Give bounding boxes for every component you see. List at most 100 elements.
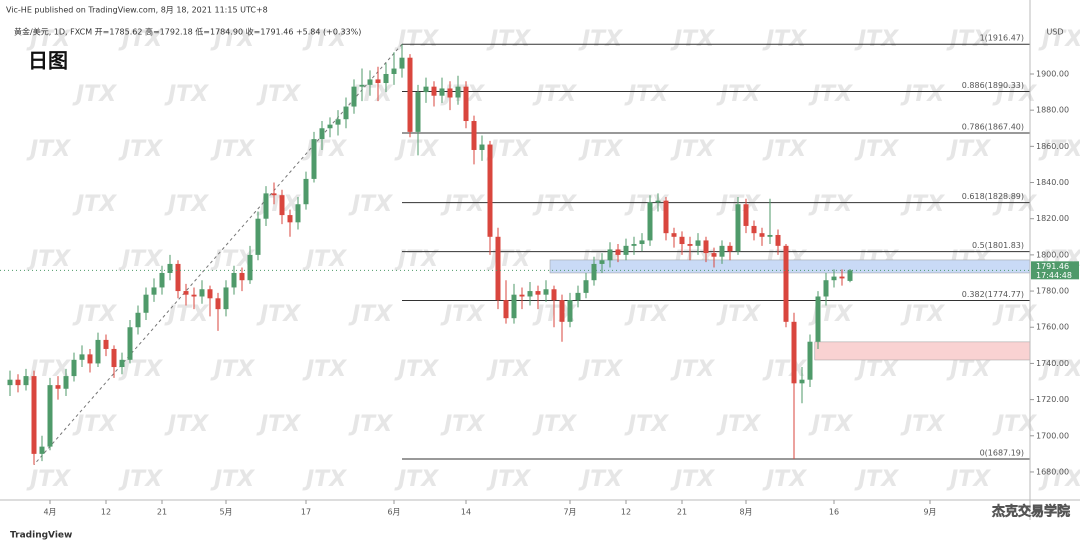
watermark: JTX bbox=[210, 27, 255, 52]
candle-body bbox=[191, 294, 197, 297]
candle-body bbox=[775, 234, 781, 246]
last-price-box bbox=[1031, 261, 1079, 280]
candle-body bbox=[119, 359, 125, 368]
candle-body bbox=[55, 385, 61, 389]
candle-body bbox=[383, 73, 389, 84]
watermark: JTX bbox=[900, 192, 945, 217]
watermark: JTX bbox=[26, 247, 71, 272]
watermark: JTX bbox=[946, 137, 991, 162]
candle-body bbox=[607, 249, 613, 261]
y-tick-label: 1800.00 bbox=[1036, 250, 1069, 259]
candle-body bbox=[839, 276, 845, 279]
fib-label: 0.382(1774.77) bbox=[962, 290, 1024, 299]
candle-body bbox=[159, 272, 165, 288]
watermark: JTX bbox=[486, 247, 531, 272]
symbol-line: 黄金/美元, 1D, FXCM 开=1785.62 高=1792.18 低=17… bbox=[14, 27, 361, 37]
candle-body bbox=[471, 121, 477, 150]
watermark: JTX bbox=[394, 247, 439, 272]
candle-body bbox=[167, 263, 173, 273]
fib-label: 0.786(1867.40) bbox=[962, 122, 1024, 131]
x-tick-label: 5月 bbox=[219, 508, 232, 517]
candle-body bbox=[375, 79, 381, 84]
candle-body bbox=[95, 339, 101, 364]
candle-body bbox=[327, 124, 333, 129]
watermark: JTX bbox=[164, 192, 209, 217]
y-tick-label: 1720.00 bbox=[1036, 395, 1069, 404]
watermark: JTX bbox=[348, 302, 393, 327]
candle-body bbox=[511, 294, 517, 319]
candle-body bbox=[399, 57, 405, 69]
candle-body bbox=[551, 289, 557, 301]
watermark: JTX bbox=[716, 82, 761, 107]
candle-body bbox=[455, 86, 461, 98]
plot-area: 1(1916.47) 0.886(1890.33) 0.786(1867.40) 0.… bbox=[0, 34, 1031, 466]
watermark: JTX bbox=[808, 412, 853, 437]
candle-body bbox=[271, 193, 277, 196]
watermark: JTX bbox=[256, 412, 301, 437]
candle-body bbox=[687, 244, 693, 246]
candle-body bbox=[727, 245, 733, 252]
watermark: JTX bbox=[808, 302, 853, 327]
y-tick-label: 1680.00 bbox=[1036, 467, 1069, 476]
candle-body bbox=[807, 341, 813, 380]
candle-body bbox=[135, 312, 141, 328]
watermark: JTX bbox=[210, 357, 255, 382]
candle-body bbox=[447, 88, 453, 98]
candle-body bbox=[367, 79, 373, 85]
candle-body bbox=[335, 119, 341, 125]
watermark: JTX bbox=[670, 137, 715, 162]
watermark: JTX bbox=[716, 412, 761, 437]
watermark: JTX bbox=[118, 357, 163, 382]
candle-body bbox=[735, 204, 741, 252]
footer bbox=[0, 520, 1080, 549]
candle-body bbox=[703, 240, 709, 254]
candle-body bbox=[695, 240, 701, 246]
candle-body bbox=[343, 106, 349, 120]
watermark: JTX bbox=[118, 467, 163, 492]
watermark: JTX bbox=[348, 412, 393, 437]
candle-body bbox=[63, 376, 69, 389]
watermark: JTX bbox=[486, 357, 531, 382]
candle-body bbox=[239, 272, 245, 281]
watermark: JTX bbox=[762, 467, 807, 492]
watermark: JTX bbox=[210, 467, 255, 492]
watermark: JTX bbox=[26, 27, 71, 52]
x-tick-label: 7月 bbox=[563, 508, 576, 517]
candle-body bbox=[39, 446, 45, 454]
watermark: JTX bbox=[118, 27, 163, 52]
x-tick-label: 14 bbox=[461, 508, 471, 517]
watermark: JTX bbox=[72, 192, 117, 217]
candle-body bbox=[47, 385, 53, 447]
candle-body bbox=[231, 272, 237, 288]
fib-label: 0.886(1890.33) bbox=[962, 81, 1024, 90]
candle-body bbox=[479, 144, 485, 150]
candle-body bbox=[655, 200, 661, 203]
candle-body bbox=[599, 260, 605, 264]
candle-body bbox=[391, 68, 397, 74]
watermark: JTX bbox=[164, 82, 209, 107]
watermark: JTX bbox=[394, 357, 439, 382]
watermark: JTX bbox=[1038, 467, 1080, 492]
candle-body bbox=[311, 139, 317, 179]
watermark: JTX bbox=[26, 467, 71, 492]
candle-body bbox=[503, 300, 509, 319]
candle-body bbox=[7, 379, 13, 386]
candle-body bbox=[823, 280, 829, 297]
watermark: JTX bbox=[164, 412, 209, 437]
candle-body bbox=[639, 240, 645, 245]
candle-body bbox=[151, 287, 157, 295]
x-tick-label: 9月 bbox=[923, 508, 936, 517]
x-tick-label: 17 bbox=[301, 508, 311, 517]
candle-body bbox=[15, 379, 21, 386]
watermark: JTX bbox=[394, 27, 439, 52]
watermark: JTX bbox=[670, 27, 715, 52]
watermark: JTX bbox=[578, 27, 623, 52]
y-tick-label: 1760.00 bbox=[1036, 323, 1069, 332]
x-tick-label: 21 bbox=[157, 508, 167, 517]
candle-body bbox=[423, 86, 429, 93]
watermark: JTX bbox=[670, 467, 715, 492]
fib-label: 0(1687.19) bbox=[980, 448, 1024, 457]
candle-body bbox=[247, 254, 253, 281]
candle-body bbox=[647, 202, 653, 241]
